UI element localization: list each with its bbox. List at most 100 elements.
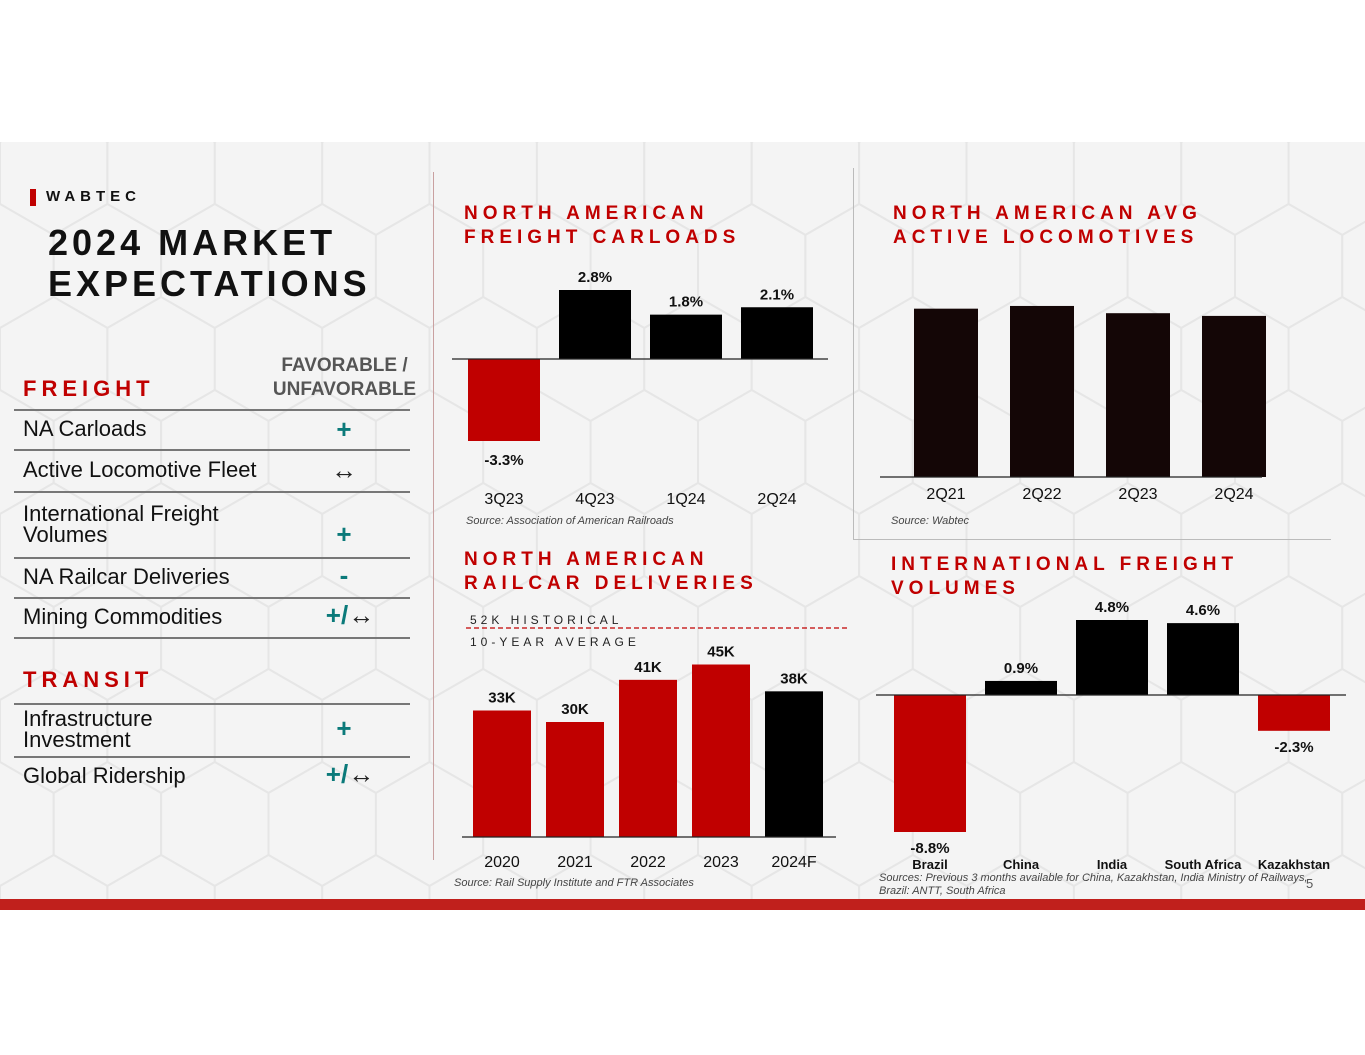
row-label-mining-commodities: Mining Commodities <box>23 604 223 629</box>
x-tick-label: 3Q23 <box>484 491 523 508</box>
data-label: -2.3% <box>1274 739 1313 756</box>
x-tick-label: South Africa <box>1165 857 1243 872</box>
hexagon-shape <box>428 853 538 910</box>
bar-2023 <box>692 664 750 837</box>
hexagon-shape <box>1072 853 1183 910</box>
data-label: 0.9% <box>1004 660 1038 677</box>
hexagon-shape <box>106 853 216 910</box>
data-label: 41K <box>634 659 662 676</box>
locomotives-chart: 2Q21 2Q22 2Q23 2Q24 <box>880 305 1266 503</box>
bar-2Q24 <box>741 307 813 359</box>
rating-international-freight-volumes: + <box>296 519 392 550</box>
left-right-arrow-icon: ↔ <box>331 455 357 485</box>
row-label-active-locomotive-fleet: Active Locomotive Fleet <box>23 457 257 482</box>
freight-heading: FREIGHT <box>23 376 155 401</box>
data-label: 30K <box>561 701 589 718</box>
row-divider <box>14 756 410 758</box>
x-tick-label: Kazakhstan <box>1258 857 1330 872</box>
panel-divider-horizontal <box>853 539 1331 540</box>
bar-2Q21 <box>914 308 978 477</box>
bar-China <box>985 680 1057 695</box>
page-number: 5 <box>1306 876 1314 891</box>
hexagon-shape <box>750 853 861 910</box>
slide: WABTEC 2024 MARKET EXPECTATIONS FREIGHT … <box>0 142 1365 910</box>
data-label: 2.8% <box>578 269 612 286</box>
railcars-chart: 33K 2020 30K 2021 41K 2022 45K 2023 38K 2024F 52K … <box>462 613 848 871</box>
row-divider <box>14 703 410 705</box>
row-divider <box>14 597 410 599</box>
data-label: 4.8% <box>1095 599 1129 616</box>
hexagon-shape <box>213 853 324 910</box>
bar-South Africa <box>1167 623 1239 695</box>
data-label: 45K <box>707 644 735 661</box>
plus-icon: +/ <box>325 759 349 789</box>
hexagon-shape <box>965 853 1075 910</box>
hexagon-shape <box>1287 853 1365 910</box>
x-tick-label: 2Q24 <box>1214 486 1253 503</box>
row-label-infrastructure-investment: Infrastructure Investment <box>23 706 153 752</box>
chart-title-railcars: NORTH AMERICAN RAILCAR DELIVERIES <box>464 549 758 594</box>
row-label-international-freight-volumes: International Freight Volumes <box>23 501 219 547</box>
hexagon-shape <box>0 853 109 910</box>
row-label-global-ridership: Global Ridership <box>23 763 186 788</box>
x-tick-label: 2021 <box>557 854 593 871</box>
bar-2020 <box>473 710 531 837</box>
brand-logo: WABTEC <box>46 188 141 205</box>
hexagon-shape <box>321 853 431 910</box>
footer-red-bar <box>0 899 1365 910</box>
bar-1Q24 <box>650 314 722 359</box>
x-tick-label: 2Q23 <box>1118 486 1157 503</box>
hexagon-shape <box>1180 853 1290 910</box>
row-divider <box>14 449 410 451</box>
bar-India <box>1076 620 1148 695</box>
x-tick-label: 1Q24 <box>666 491 705 508</box>
bar-Brazil <box>894 695 966 832</box>
x-tick-label: 2Q22 <box>1022 486 1061 503</box>
panel-divider-vertical <box>433 172 434 860</box>
rating-global-ridership: +/↔ <box>302 759 398 790</box>
bar-2Q23 <box>1106 313 1170 477</box>
bar-2Q22 <box>1010 305 1074 477</box>
x-tick-label: India <box>1097 857 1128 872</box>
bar-3Q23 <box>468 359 540 441</box>
plus-icon: +/ <box>325 600 349 630</box>
row-divider <box>14 491 410 493</box>
x-tick-label: China <box>1003 857 1040 872</box>
x-tick-label: 2024F <box>771 854 817 871</box>
data-label: 38K <box>780 670 808 687</box>
rating-na-railcar-deliveries: - <box>296 560 392 591</box>
bar-4Q23 <box>559 290 631 359</box>
row-divider <box>14 557 410 559</box>
source-railcars: Source: Rail Supply Institute and FTR As… <box>454 877 694 889</box>
bar-2022 <box>619 679 677 837</box>
bar-2021 <box>546 722 604 837</box>
data-label: 1.8% <box>669 294 703 311</box>
reference-line-label: 10-YEAR AVERAGE <box>470 635 640 649</box>
data-label: 2.1% <box>760 286 794 303</box>
row-divider <box>14 637 410 639</box>
x-tick-label: 2023 <box>703 854 739 871</box>
page-title: 2024 MARKET EXPECTATIONS <box>48 222 371 304</box>
rating-na-carloads: + <box>296 414 392 445</box>
bar-2024F <box>765 691 823 837</box>
international-chart: -8.8%Brazil 0.9% China 4.8% India 4.6% South A… <box>876 599 1346 872</box>
data-label: -3.3% <box>484 452 523 469</box>
source-carloads: Source: Association of American Railroad… <box>466 515 674 527</box>
rating-active-locomotive-fleet: ↔ <box>296 455 392 486</box>
chart-title-locomotives: NORTH AMERICAN AVG ACTIVE LOCOMOTIVES <box>893 203 1202 248</box>
favorable-unfavorable-header: FAVORABLE / UNFAVORABLE <box>272 355 417 400</box>
bar-Kazakhstan <box>1258 695 1330 731</box>
hexagon-shape <box>643 853 753 910</box>
x-tick-label: 2Q24 <box>757 491 796 508</box>
data-label: 33K <box>488 690 516 707</box>
reference-line-label: 52K HISTORICAL <box>470 613 622 627</box>
rating-infrastructure-investment: + <box>296 713 392 744</box>
hexagon-shape <box>858 853 968 910</box>
panel-divider-vertical <box>853 168 854 540</box>
plus-icon: + <box>336 713 352 743</box>
x-tick-label: 4Q23 <box>575 491 614 508</box>
hexagon-shape <box>535 853 646 910</box>
plus-icon: + <box>336 414 352 444</box>
chart-title-carloads: NORTH AMERICAN FREIGHT CARLOADS <box>464 203 741 248</box>
x-tick-label: 2022 <box>630 854 666 871</box>
